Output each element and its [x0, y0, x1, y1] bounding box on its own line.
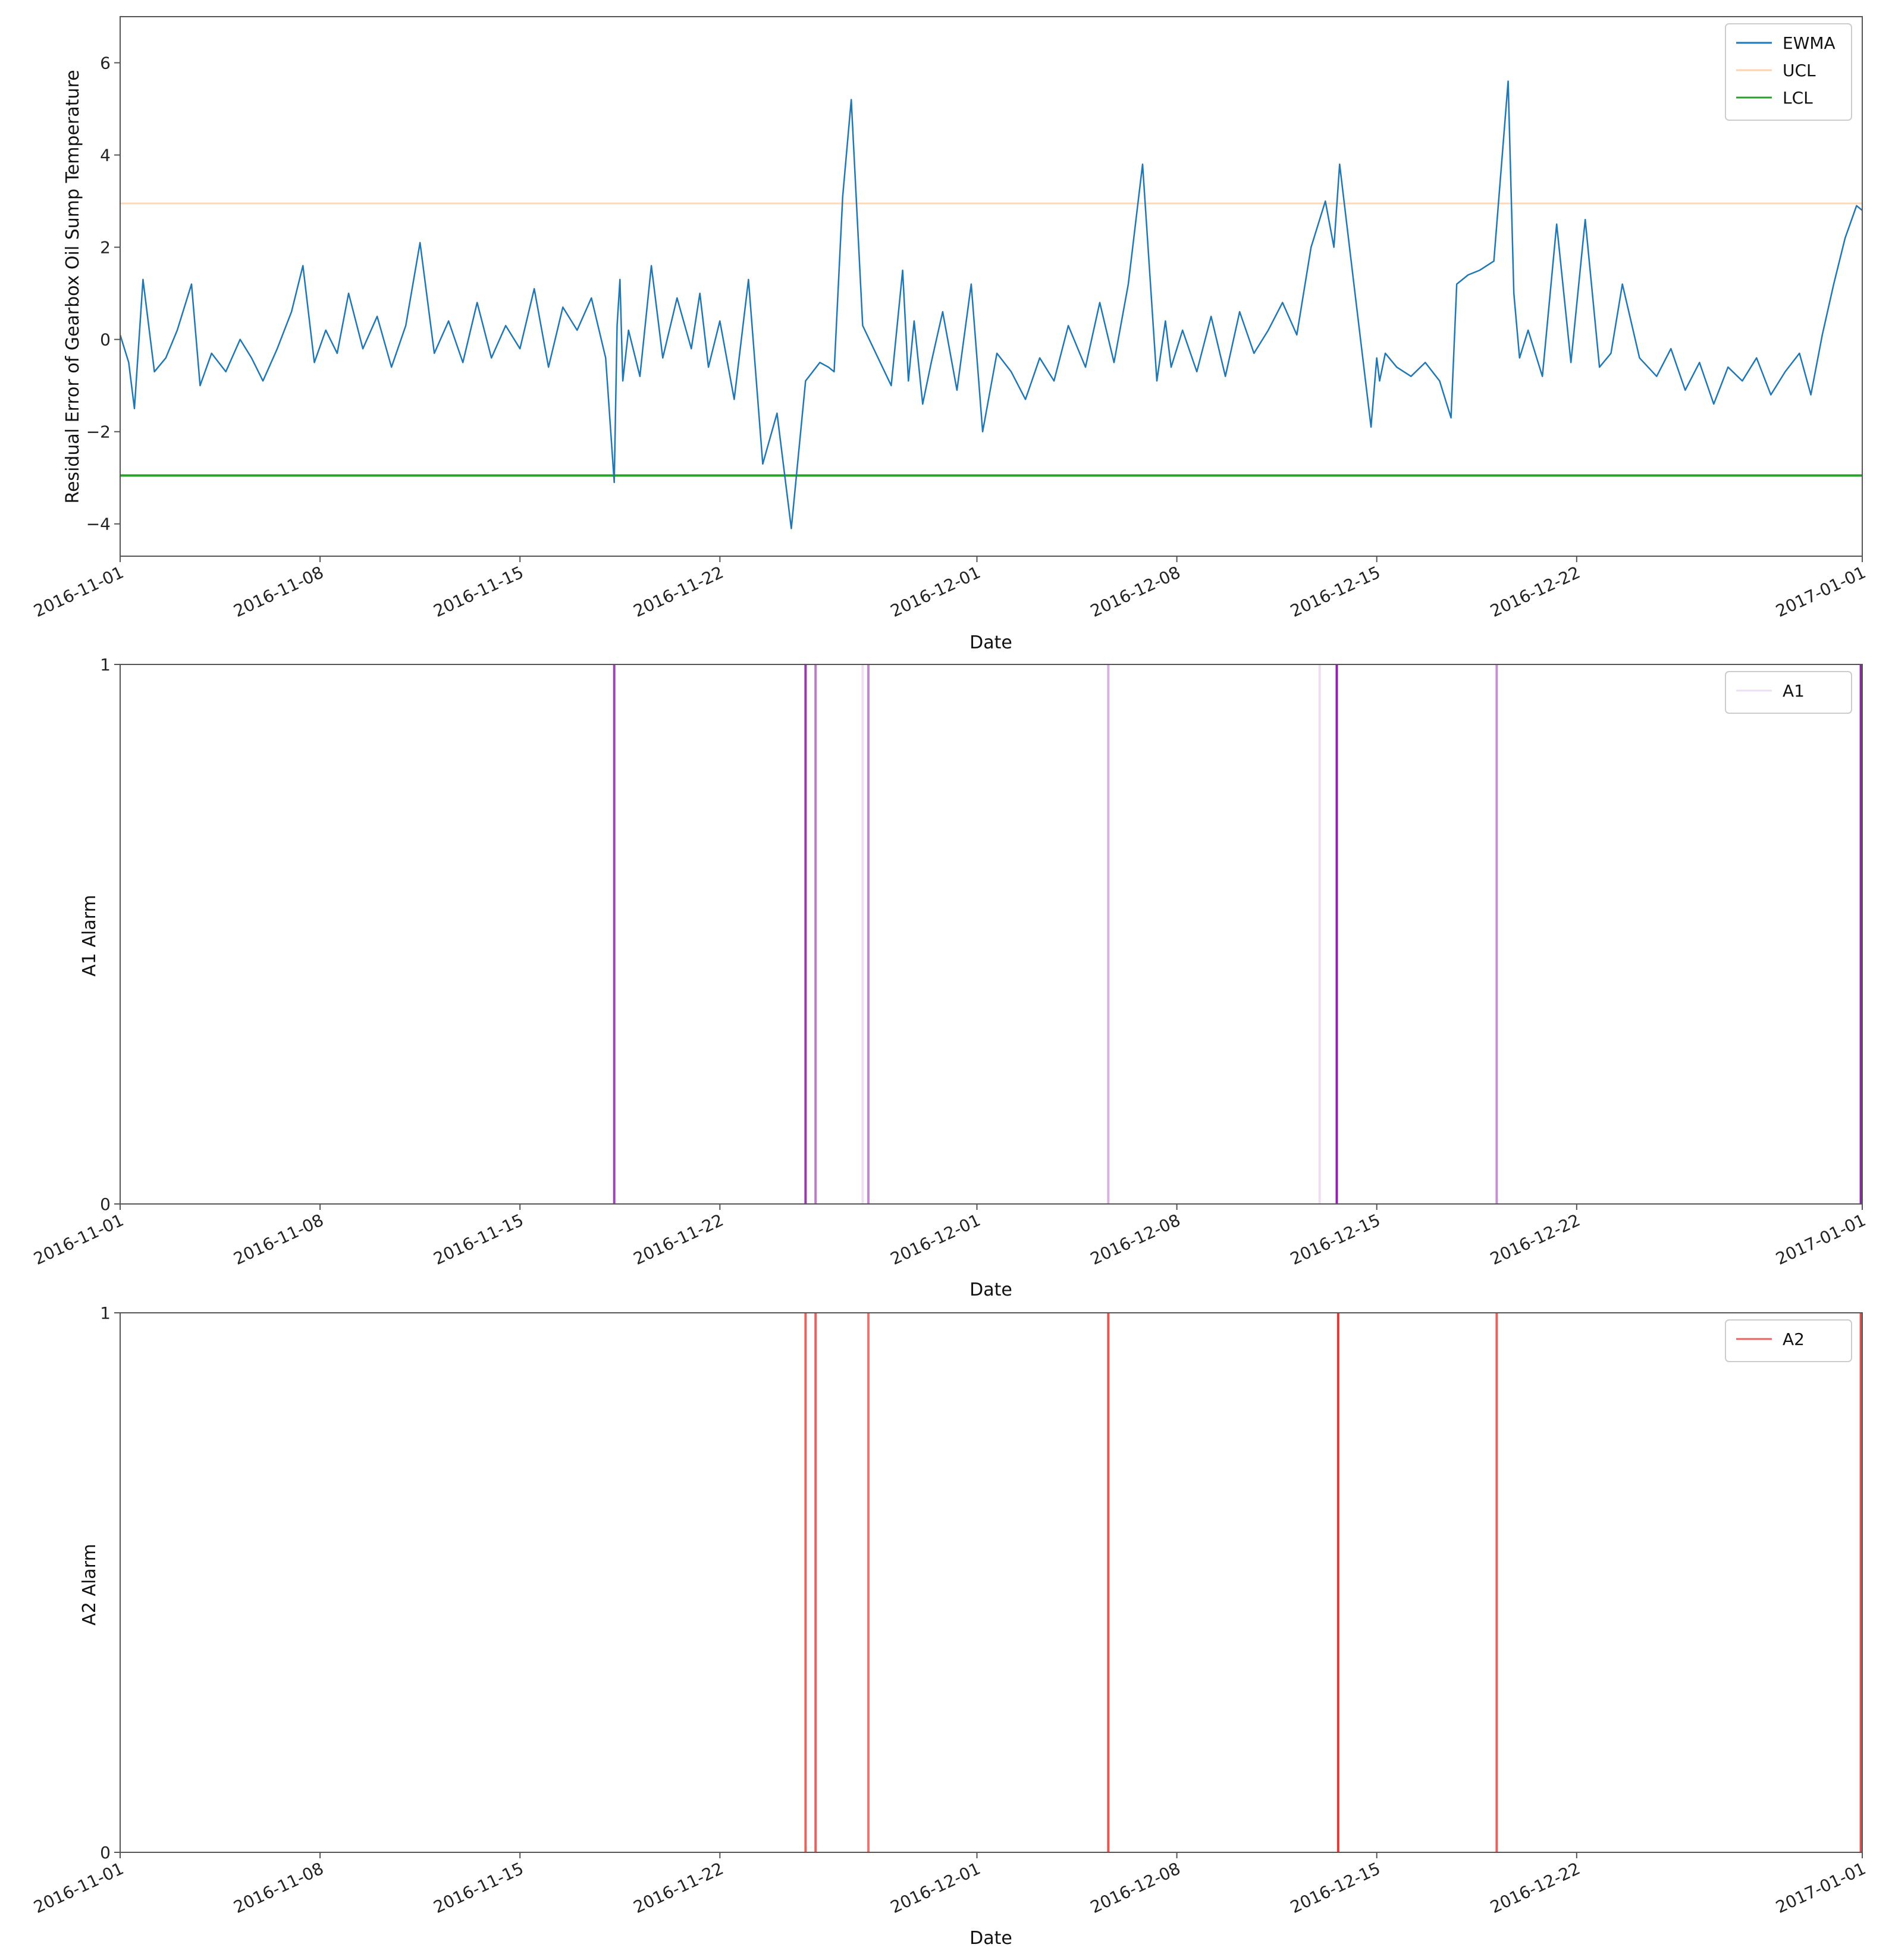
a1-x-tick-label: 2017-01-01	[1773, 1210, 1869, 1269]
ewma-x-tick-label: 2016-12-22	[1487, 562, 1583, 621]
a1-y-tick-label: 0	[100, 1194, 111, 1214]
ewma-y-axis-label: Residual Error of Gearbox Oil Sump Tempe…	[62, 70, 83, 503]
a2-x-tick-label: 2016-11-15	[431, 1858, 526, 1917]
a1-x-tick-label: 2016-12-08	[1087, 1210, 1183, 1269]
a2-y-tick-label: 0	[100, 1843, 111, 1862]
ewma-x-tick-label: 2016-11-01	[31, 562, 127, 621]
a2-x-ticks: 2016-11-01 2016-11-08 2016-11-15 2016-11-22…	[31, 1852, 1869, 1917]
a1-x-axis-label: Date	[969, 1280, 1012, 1300]
ewma-x-ticks: 2016-11-01 2016-11-08 2016-11-15 2016-11-22…	[31, 556, 1869, 621]
a1-axes-frame	[120, 664, 1863, 1205]
ewma-x-tick-label: 2016-12-15	[1287, 562, 1383, 621]
a2-axes-frame	[120, 1312, 1863, 1853]
a1-y-axis-label: A1 Alarm	[79, 895, 100, 976]
a1-plot-area	[613, 664, 1862, 1204]
a1-x-tick-label: 2016-12-22	[1487, 1210, 1583, 1269]
ewma-legend-label: UCL	[1783, 61, 1816, 80]
a2-y-axis-label: A2 Alarm	[79, 1544, 100, 1625]
a1-y-tick-label: 1	[100, 655, 111, 675]
a1-x-tick-label: 2016-11-15	[431, 1210, 526, 1269]
a1-x-tick-label: 2016-11-08	[231, 1210, 327, 1269]
ewma-legend-box	[1725, 23, 1852, 121]
a2-x-axis-label: Date	[969, 1928, 1012, 1949]
a2-plot-area	[804, 1313, 1862, 1852]
ewma-axes-frame	[120, 16, 1863, 557]
a1-x-tick-label: 2016-12-15	[1287, 1210, 1383, 1269]
a2-x-tick-label: 2016-11-01	[31, 1858, 127, 1917]
ewma-y-tick-label: 6	[100, 54, 111, 73]
ewma-x-tick-label: 2016-12-08	[1087, 562, 1183, 621]
a2-x-tick-label: 2016-11-08	[231, 1858, 327, 1917]
a2-x-tick-label: 2016-12-15	[1287, 1858, 1383, 1917]
ewma-x-tick-label: 2016-12-01	[887, 562, 983, 621]
ewma-y-tick-label: −4	[86, 515, 111, 534]
a1-x-tick-label: 2016-12-01	[887, 1210, 983, 1269]
ewma-series-line	[119, 80, 1863, 529]
ewma-y-ticks: −4 −2 0 2 4 6	[86, 54, 120, 534]
ewma-y-tick-label: 2	[100, 238, 111, 258]
a2-legend-label: A2	[1783, 1329, 1805, 1349]
ewma-legend-label: EWMA	[1783, 33, 1835, 53]
a1-legend-box	[1725, 671, 1852, 714]
ewma-y-tick-label: −2	[86, 422, 111, 442]
a1-x-tick-label: 2016-11-22	[630, 1210, 726, 1269]
a1-legend-label: A1	[1783, 681, 1805, 701]
a2-x-tick-label: 2016-11-22	[630, 1858, 726, 1917]
a2-legend-box	[1725, 1319, 1852, 1362]
a1-y-ticks: 01	[100, 655, 120, 1214]
a1-x-tick-label: 2016-11-01	[31, 1210, 127, 1269]
a2-x-tick-label: 2016-12-22	[1487, 1858, 1583, 1917]
a2-legend: A2	[1725, 1319, 1852, 1362]
a2-alarm-panel: 01 2016-11-01 2016-11-08 2016-11-15 2016-11…	[31, 1303, 1869, 1949]
ewma-x-tick-label: 2016-11-15	[431, 562, 526, 621]
a1-alarm-panel: 01 2016-11-01 2016-11-08 2016-11-15 2016-11…	[31, 655, 1869, 1300]
a2-x-tick-label: 2016-12-08	[1087, 1858, 1183, 1917]
ewma-x-tick-label: 2016-11-22	[630, 562, 726, 621]
ewma-plot-area	[119, 80, 1863, 529]
a1-x-ticks: 2016-11-01 2016-11-08 2016-11-15 2016-11-22…	[31, 1204, 1869, 1269]
ewma-y-tick-label: 4	[100, 146, 111, 165]
ewma-x-tick-label: 2016-11-08	[231, 562, 327, 621]
a2-x-tick-label: 2016-12-01	[887, 1858, 983, 1917]
ewma-x-tick-label: 2017-01-01	[1773, 562, 1869, 621]
ewma-x-axis-label: Date	[969, 632, 1012, 653]
a1-legend: A1	[1725, 671, 1852, 714]
a2-y-tick-label: 1	[100, 1303, 111, 1323]
ewma-legend: EWMA UCL LCL	[1725, 23, 1852, 121]
a2-y-ticks: 01	[100, 1303, 120, 1862]
ewma-legend-label: LCL	[1783, 88, 1813, 108]
ewma-y-tick-label: 0	[100, 330, 111, 350]
a2-x-tick-label: 2017-01-01	[1773, 1858, 1869, 1917]
